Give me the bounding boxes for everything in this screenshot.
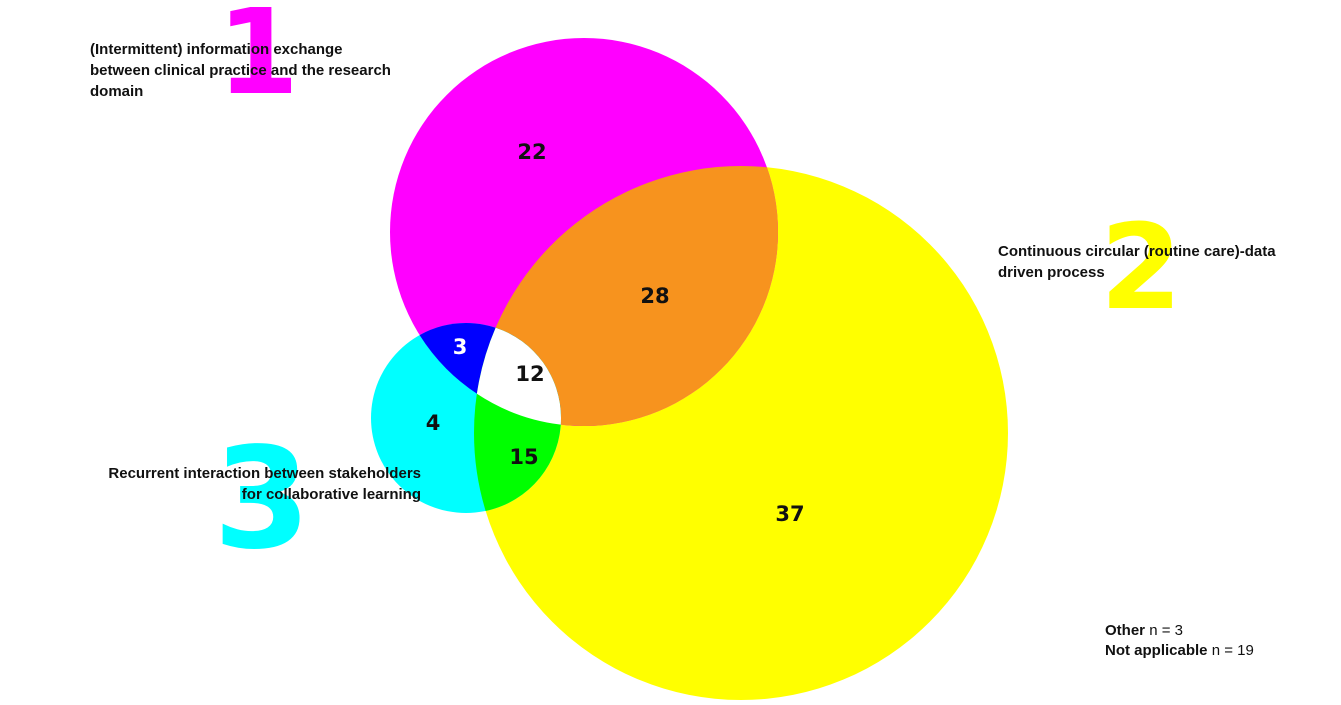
set-3-label: Recurrent interaction between stakeholde… bbox=[11, 463, 421, 505]
set-1-label: (Intermittent) information exchange betw… bbox=[90, 39, 470, 102]
other-count: Other n = 3 bbox=[1105, 621, 1254, 641]
count-1-3: 3 bbox=[453, 335, 468, 359]
set-1-numeral: 1 bbox=[217, 0, 299, 121]
count-only-2: 37 bbox=[775, 502, 804, 526]
set-2-label: Continuous circular (routine care)-data … bbox=[998, 241, 1338, 283]
other-label: Other bbox=[1105, 622, 1146, 639]
set-3-numeral: 3 bbox=[213, 418, 310, 581]
count-only-3: 4 bbox=[426, 411, 441, 435]
count-only-1: 22 bbox=[517, 140, 546, 164]
set-1-label-line: between clinical practice and the resear… bbox=[90, 62, 391, 79]
not-applicable-label: Not applicable bbox=[1105, 642, 1208, 659]
set-1-label-line: (Intermittent) information exchange bbox=[90, 41, 343, 58]
set-2-numeral: 2 bbox=[1100, 198, 1182, 336]
count-1-2-3: 12 bbox=[515, 362, 544, 386]
not-applicable-value: n = 19 bbox=[1211, 642, 1254, 659]
count-1-2: 28 bbox=[640, 284, 669, 308]
set-3-label-line: for collaborative learning bbox=[241, 486, 421, 503]
set-1-label-line: domain bbox=[90, 83, 144, 100]
other-value: n = 3 bbox=[1149, 622, 1183, 639]
not-applicable-count: Not applicable n = 19 bbox=[1105, 641, 1254, 661]
set-2-label-line: Continuous circular (routine care)-data bbox=[998, 243, 1276, 260]
set-2-label-line: driven process bbox=[998, 264, 1105, 281]
count-2-3: 15 bbox=[509, 445, 538, 469]
footer-counts: Other n = 3 Not applicable n = 19 bbox=[1105, 621, 1254, 661]
set-3-label-line: Recurrent interaction between stakeholde… bbox=[108, 465, 421, 482]
